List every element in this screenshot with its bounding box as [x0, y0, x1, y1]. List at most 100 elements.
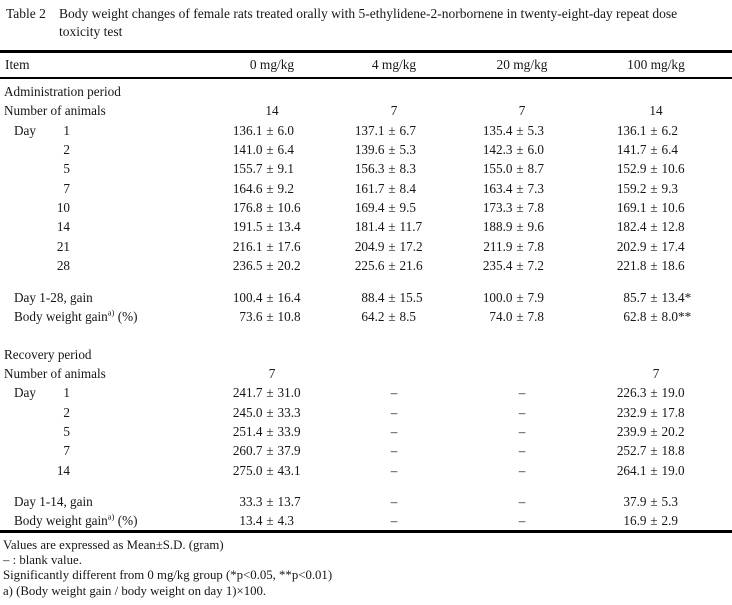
day-number: 1: [63, 122, 70, 138]
day-row: 21 216.1 ±17.6 204.9 ±17.2 211.9 ±7.8 202.9 ±17.…: [0, 237, 732, 256]
value-cell: 181.4 ±11.7: [354, 219, 423, 235]
section-row: Administration period: [0, 82, 732, 101]
footnote-significance: Significantly different from 0 mg/kg gro…: [3, 568, 333, 583]
value-cell: 236.5 ±20.2: [232, 257, 301, 273]
value-cell: 161.7 ±8.4: [354, 180, 416, 196]
day-number: 7: [63, 180, 70, 196]
row-label-suffix: (%): [114, 513, 138, 529]
value-cell: 241.7 ±31.0: [232, 385, 301, 401]
day-row: Day 1 241.7 ±31.0 – – 226.3 ±19.0: [0, 383, 732, 402]
value-cell: 169.4 ±9.5: [354, 199, 416, 215]
table-body: Administration period Number of animals 14…: [0, 79, 732, 530]
row-label: Day 1: [0, 383, 212, 402]
day-row: 14 275.0 ±43.1 – – 264.1 ±19.0: [0, 461, 732, 480]
value-cell: 163.4 ±7.3: [482, 180, 544, 196]
day-number: 1: [63, 385, 70, 401]
value-cell: 141.0 ±6.4: [232, 142, 294, 158]
value-cell: –: [518, 493, 526, 509]
value-cell: [456, 364, 588, 383]
footnote-marker: a): [107, 308, 115, 319]
value-cell: –: [518, 513, 526, 529]
value-cell: 155.0 ±8.7: [482, 161, 544, 177]
footnote-marker: a): [107, 511, 115, 522]
value-cell: 188.9 ±9.6: [482, 219, 544, 235]
day-number: 21: [56, 238, 70, 254]
row-label: 2: [0, 403, 212, 422]
row-label-text: Administration period: [4, 84, 121, 100]
value-cell: –: [390, 423, 398, 439]
value-cell: 88.4 ±15.5: [361, 290, 423, 306]
value-cell: 226.3 ±19.0: [616, 385, 685, 401]
spacer-row: [0, 327, 732, 345]
day-row: 5 155.7 ±9.1 156.3 ±8.3 155.0 ±8.7 152.9 ±10.6: [0, 159, 732, 178]
value-cell: 33.3 ±13.7: [239, 493, 301, 509]
day-row: Day 1 136.1 ±6.0 137.1 ±6.7 135.4 ±5.3 136.1 ±6.2: [0, 121, 732, 140]
value-cell: 169.1 ±10.6: [616, 199, 685, 215]
header-rule: [0, 76, 732, 80]
value-cell: 142.3 ±6.0: [482, 142, 544, 158]
day-number: 28: [56, 257, 70, 273]
value-cell: 191.5 ±13.4: [232, 219, 301, 235]
value-cell: 14: [649, 103, 663, 119]
value-cell: 100.4 ±16.4: [232, 290, 301, 306]
value-cell: –: [390, 462, 398, 478]
row-label-text: Body weight gain: [14, 309, 108, 325]
value-cell: 137.1 ±6.7: [354, 122, 416, 138]
value-cell: 173.3 ±7.8: [482, 199, 544, 215]
value-cell: 141.7 ±6.4: [616, 142, 678, 158]
value-cell: 7: [518, 103, 526, 119]
row-label: Recovery period: [0, 345, 212, 364]
day-row: 5 251.4 ±33.9 – – 239.9 ±20.2: [0, 422, 732, 441]
day-number: 14: [56, 219, 70, 235]
value-cell: 164.6 ±9.2: [232, 180, 294, 196]
column-header-dose-100: 100 mg/kg: [627, 56, 685, 72]
value-cell: –: [518, 385, 526, 401]
value-cell: –: [390, 513, 398, 529]
column-header-item: Item: [5, 56, 30, 72]
row-label-suffix: (%): [114, 309, 138, 325]
value-cell: 136.1 ±6.2: [616, 122, 678, 138]
value-cell: –: [518, 423, 526, 439]
value-cell: 155.7 ±9.1: [232, 161, 294, 177]
data-row: Body weight gaina) (%) 73.6 ±10.8 64.2 ±8.5 7…: [0, 307, 732, 326]
value-cell: 7: [652, 366, 660, 382]
row-label-text: Day 1-28, gain: [14, 290, 93, 306]
value-cell: 139.6 ±5.3: [354, 142, 416, 158]
row-label: Day 1-14, gain: [0, 492, 212, 511]
row-label: Body weight gaina) (%): [0, 307, 212, 326]
row-label: 14: [0, 461, 212, 480]
day-prefix: Day: [14, 385, 36, 401]
value-cell: 211.9 ±7.8: [483, 238, 544, 254]
value-cell: 62.8 ±8.0**: [623, 309, 692, 325]
value-cell: –: [518, 404, 526, 420]
row-label-text: Body weight gain: [14, 513, 108, 529]
table-number: Table 2: [6, 6, 46, 21]
day-row: 28 236.5 ±20.2 225.6 ±21.6 235.4 ±7.2 221.8 ±18.…: [0, 256, 732, 275]
value-cell: 100.0 ±7.9: [482, 290, 544, 306]
value-cell: 204.9 ±17.2: [354, 238, 423, 254]
row-label: Number of animals: [0, 101, 212, 120]
value-cell: 252.7 ±18.8: [616, 443, 685, 459]
day-row: 2 141.0 ±6.4 139.6 ±5.3 142.3 ±6.0 141.7 ±6.4: [0, 140, 732, 159]
day-row: 2 245.0 ±33.3 – – 232.9 ±17.8: [0, 403, 732, 422]
value-cell: 37.9 ±5.3: [623, 493, 678, 509]
data-row: Number of animals 7 7: [0, 364, 732, 383]
value-cell: 216.1 ±17.6: [232, 238, 301, 254]
section-row: Recovery period: [0, 345, 732, 364]
day-row: 14 191.5 ±13.4 181.4 ±11.7 188.9 ±9.6 182.4 ±12.…: [0, 217, 732, 236]
value-cell: –: [390, 443, 398, 459]
row-label-text: Recovery period: [4, 346, 92, 362]
row-label: 7: [0, 441, 212, 460]
row-label: 2: [0, 140, 212, 159]
table-title: Body weight changes of female rats treat…: [59, 6, 678, 39]
spacer-row: [0, 480, 732, 492]
value-cell: 245.0 ±33.3: [232, 404, 301, 420]
row-label: 21: [0, 237, 212, 256]
table-header-row: Item 0 mg/kg 4 mg/kg 20 mg/kg 100 mg/kg: [0, 53, 732, 77]
footnote-dash: – : blank value.: [3, 553, 82, 568]
row-label: Administration period: [0, 82, 212, 101]
value-cell: 152.9 ±10.6: [616, 161, 685, 177]
value-cell: 176.8 ±10.6: [232, 199, 301, 215]
value-cell: 64.2 ±8.5: [361, 309, 416, 325]
value-cell: 7: [390, 103, 398, 119]
